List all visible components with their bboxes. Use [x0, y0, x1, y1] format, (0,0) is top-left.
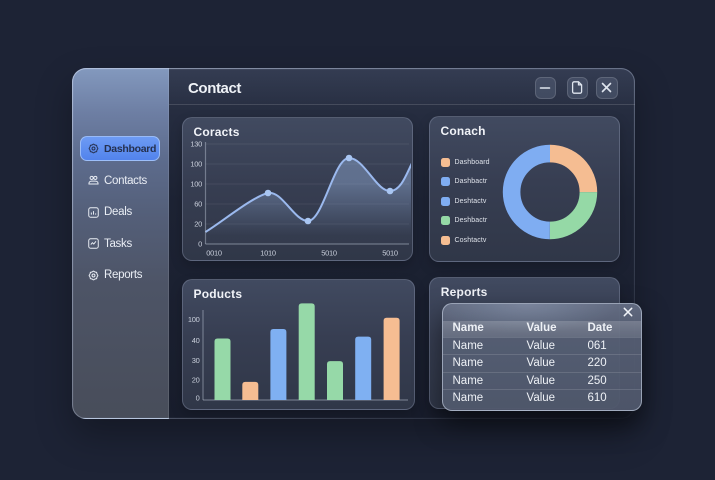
svg-text:0: 0	[198, 240, 202, 249]
svg-text:0010: 0010	[206, 249, 222, 258]
svg-text:5010: 5010	[382, 249, 398, 258]
svg-text:100: 100	[188, 315, 200, 324]
svg-text:60: 60	[194, 200, 202, 209]
svg-text:100: 100	[190, 160, 202, 169]
svg-text:5010: 5010	[321, 249, 337, 258]
svg-text:20: 20	[194, 220, 202, 229]
svg-text:1010: 1010	[260, 249, 276, 258]
svg-text:30: 30	[192, 356, 200, 365]
svg-text:40: 40	[192, 336, 200, 345]
svg-text:130: 130	[190, 140, 202, 149]
svg-text:100: 100	[190, 180, 202, 189]
svg-text:0: 0	[196, 393, 200, 402]
svg-text:20: 20	[192, 375, 200, 384]
